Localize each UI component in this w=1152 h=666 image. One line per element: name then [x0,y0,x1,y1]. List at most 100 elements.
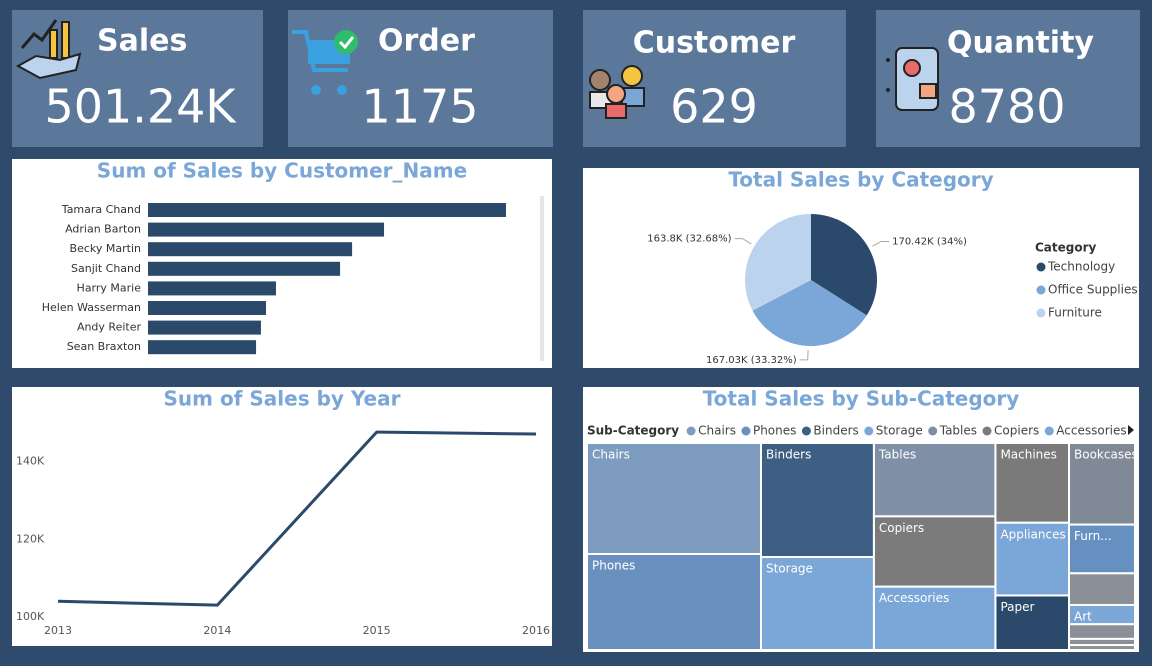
treemap-tile [872,442,997,518]
y-tick-label: Sanjit Chand [71,262,141,275]
treemap-tile [759,442,875,558]
legend-swatch [686,426,696,436]
treemap-tile [586,553,762,651]
bar [148,242,353,257]
treemap-tile [1068,442,1137,526]
tile-label: Chairs [592,448,630,462]
legend-swatch [1044,426,1054,436]
bar [148,203,506,217]
chart-title: Total Sales by Sub-Category [703,387,1020,411]
treemap-tile [872,515,997,588]
legend-label: Furniture [1048,306,1102,320]
legend-label: Phones [753,424,796,438]
data-label: 167.03K (33.32%) [706,355,797,366]
legend-swatch [982,426,992,436]
legend-label: Binders [813,424,858,438]
tile-label: Tables [878,448,916,462]
kpi-value: 629 [670,80,758,134]
tile-label: Storage [766,562,813,576]
kpi-label: Order [378,24,475,59]
cart-icon [292,30,358,95]
y-tick-label: 100K [16,610,45,623]
scrollbar[interactable] [540,196,544,361]
treemap-tile [994,442,1071,524]
tile-label: Paper [1000,600,1034,614]
tile-label: Accessories [879,591,949,605]
bar [148,340,257,355]
bar [148,320,261,335]
kpi-label: Sales [97,24,187,59]
legend-swatch [1036,262,1046,272]
treemap-tile [586,442,762,555]
leader-line [734,238,752,245]
treemap-tile [1068,644,1137,651]
tile-label: Art [1074,609,1092,623]
x-tick-label: 2014 [203,624,231,637]
leader-line [799,349,809,361]
x-tick-label: 2015 [363,624,391,637]
tile-label: Appliances [1000,527,1065,541]
y-tick-label: 120K [16,532,45,545]
quantity-icon [886,47,939,111]
legend-scroll-arrow[interactable] [1128,425,1134,435]
tile-label: Binders [766,448,811,462]
leader-line [872,240,890,247]
y-tick-label: Tamara Chand [61,203,141,216]
treemap-tile [759,556,875,651]
kpi-value: 1175 [361,80,478,134]
legend-swatch [1036,285,1046,295]
pie-slice [745,213,811,311]
kpi-value: 8780 [948,80,1065,134]
tile-label: Machines [1000,448,1056,462]
treemap-tile [1068,572,1137,606]
legend-label: Technology [1047,260,1115,274]
kpi-label: Quantity [947,26,1094,61]
y-tick-label: Sean Braxton [67,340,141,353]
y-tick-label: 140K [16,455,45,468]
legend-label: Copiers [994,424,1039,438]
tile-label: Furn... [1074,529,1112,543]
kpi-value: 501.24K [44,80,237,134]
data-label: 163.8K (32.68%) [647,234,731,245]
customer-icon [589,65,645,119]
data-label: 170.42K (34%) [892,236,967,247]
chart-title: Sum of Sales by Year [164,387,401,411]
treemap-tile [1068,523,1137,575]
bar [148,222,385,237]
y-tick-label: Andy Reiter [77,321,142,334]
y-tick-label: Helen Wasserman [42,301,141,314]
x-tick-label: 2016 [522,624,550,637]
legend-label: Chairs [698,424,736,438]
legend-title: Sub-Category [587,424,679,438]
legend-label: Office Supplies [1048,283,1138,297]
legend-swatch [928,426,938,436]
tile-label: Bookcases [1074,448,1138,462]
legend-swatch [864,426,874,436]
treemap-tile [1068,623,1137,640]
kpi-card [288,10,553,147]
pie-slice [811,214,877,316]
legend-label: Accessories [1056,424,1126,438]
bar [148,301,267,315]
legend-swatch [741,426,751,436]
bar [148,261,341,276]
chart-title: Sum of Sales by Customer_Name [97,159,467,183]
legend-title: Category [1035,241,1097,255]
bar [148,281,276,296]
legend-label: Tables [939,424,977,438]
panel [12,387,552,646]
legend-swatch [1036,308,1046,318]
tile-label: Copiers [879,521,924,535]
kpi-label: Customer [633,26,796,61]
treemap-tile [872,585,997,651]
pie-slice [752,280,867,346]
tile-label: Phones [592,559,635,573]
legend-swatch [801,426,811,436]
line [57,430,537,607]
legend-label: Storage [876,424,923,438]
y-tick-label: Becky Martin [70,242,141,255]
x-tick-label: 2013 [44,624,72,637]
chart-title: Total Sales by Category [728,168,993,192]
sales-icon [15,19,82,80]
